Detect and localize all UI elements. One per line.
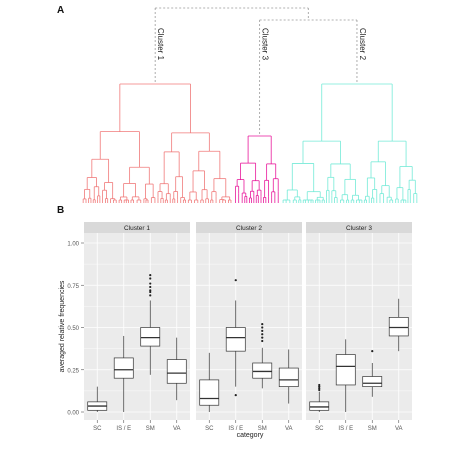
x-tick-label: SM	[146, 426, 155, 432]
box-outlier	[371, 350, 374, 353]
x-tick-label: SM	[368, 426, 377, 432]
box-iqr	[335, 354, 356, 386]
box-outlier	[318, 383, 321, 387]
box	[87, 386, 108, 412]
box-outlier	[318, 385, 321, 388]
box	[113, 335, 134, 412]
y-tick-label: 0.75	[67, 284, 79, 290]
box-iqr	[166, 359, 187, 384]
cluster-label: Cluster 2	[358, 28, 367, 61]
box-outlier	[149, 285, 152, 289]
box	[225, 279, 246, 397]
x-tick-label: VA	[285, 426, 293, 432]
facet-panel: Cluster 2 SC IS / E SM VA	[196, 222, 302, 432]
y-tick-label: 0.00	[67, 411, 79, 417]
box	[335, 339, 356, 412]
box-iqr	[362, 376, 383, 388]
facet-strip	[306, 222, 412, 233]
box-outlier	[318, 388, 321, 392]
box	[166, 337, 187, 401]
box-outlier	[261, 333, 264, 336]
box-iqr	[278, 367, 299, 387]
x-tick-label: VA	[173, 426, 181, 432]
box-outlier	[149, 290, 152, 294]
box-outlier	[261, 339, 264, 343]
facet-strip	[196, 222, 302, 233]
y-axis-label: averaged relative frequencies	[59, 280, 66, 372]
y-tick-label: 0.50	[67, 326, 79, 332]
y-tick-label: 1.00	[67, 242, 79, 248]
panel-label-b: B	[57, 205, 64, 216]
x-tick-label: IS / E	[116, 426, 131, 432]
box-outlier	[149, 282, 152, 285]
box-outlier	[234, 394, 237, 397]
facet-plot-bg	[84, 233, 190, 420]
cluster-subtree-3	[282, 83, 418, 203]
box	[388, 298, 409, 352]
box-outlier	[318, 387, 321, 390]
box-outlier	[149, 274, 152, 277]
y-tick-label: 0.25	[67, 368, 79, 374]
box-iqr	[199, 379, 220, 406]
facet-strip-label: Cluster 3	[346, 225, 372, 232]
dendrogram: Cluster 1 Cluster 3 Cluster 2	[82, 7, 418, 203]
x-tick-label: IS / E	[338, 426, 353, 432]
box-outlier	[149, 294, 152, 297]
box	[309, 383, 330, 412]
box	[252, 323, 273, 389]
box-iqr	[140, 327, 161, 347]
box-iqr	[388, 317, 409, 337]
facet-panel: Cluster 3 SC IS / E SM VA	[306, 222, 412, 432]
box-outlier	[261, 329, 264, 332]
cluster-label: Cluster 1	[156, 28, 165, 61]
cluster-label: Cluster 3	[261, 28, 270, 61]
cluster-subtree-1	[82, 83, 232, 203]
boxplot-chart: 0.00 0.25 0.50 0.75 1.00 averaged relative fr…	[59, 222, 412, 439]
facet-panel: Cluster 1 SC IS / E SM VA	[84, 222, 190, 432]
box-iqr	[309, 401, 330, 411]
box-iqr	[113, 357, 134, 379]
x-tick-label: IS / E	[228, 426, 243, 432]
box-outlier	[234, 279, 237, 282]
box-outlier	[261, 336, 264, 339]
dendro-connectors	[154, 7, 358, 136]
panel-label-a: A	[57, 5, 64, 16]
box	[278, 349, 299, 404]
facet-strip-label: Cluster 2	[236, 225, 262, 232]
x-tick-label: VA	[395, 426, 403, 432]
x-tick-label: SC	[315, 426, 324, 432]
box-outlier	[149, 289, 152, 292]
x-axis-label: category	[237, 432, 264, 439]
box	[140, 274, 161, 375]
box-outlier	[261, 326, 264, 329]
box-outlier	[261, 323, 264, 326]
x-tick-label: SC	[205, 426, 214, 432]
box-iqr	[225, 327, 246, 352]
facet-strip-label: Cluster 1	[124, 225, 150, 232]
x-tick-label: SC	[93, 426, 102, 432]
box	[199, 352, 220, 412]
cluster-subtree-2	[235, 135, 279, 203]
facet-strip	[84, 222, 190, 233]
box-iqr	[252, 362, 273, 379]
box	[362, 350, 383, 397]
x-tick-label: SM	[258, 426, 267, 432]
box-outlier	[149, 277, 152, 280]
